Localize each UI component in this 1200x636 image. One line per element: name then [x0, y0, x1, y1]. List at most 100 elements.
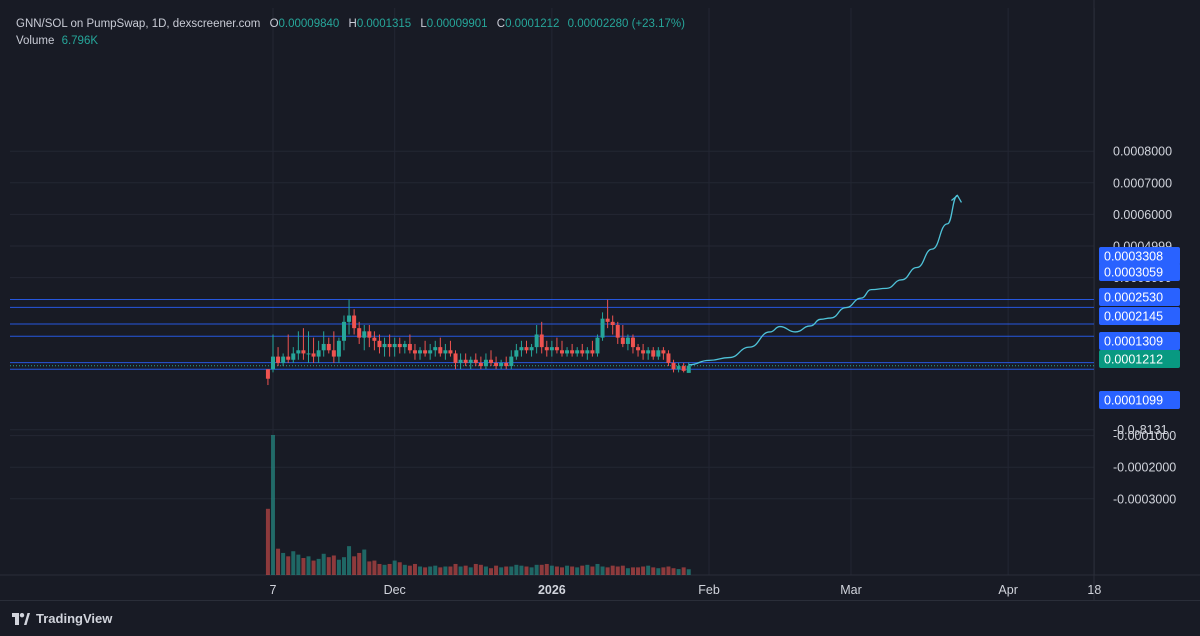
candle-body — [336, 340, 341, 357]
x-tick-label: Feb — [698, 583, 720, 597]
candle-body — [539, 334, 544, 348]
y-tick-label: -0.0002000 — [1113, 461, 1176, 475]
y-tick-label: 0.0007000 — [1113, 176, 1172, 190]
candle-body — [407, 343, 412, 351]
volume-bar — [570, 566, 575, 575]
volume-bar — [499, 567, 504, 575]
volume-bar — [671, 568, 676, 575]
candle-body — [620, 337, 625, 344]
volume-bar — [392, 560, 397, 575]
level-price-label: 0.0003308 — [1104, 250, 1163, 264]
candle-body — [296, 350, 301, 354]
volume-bar — [397, 562, 402, 575]
level-price-label: 0.0001309 — [1104, 335, 1163, 349]
candle-body — [301, 350, 306, 354]
volume-bar — [489, 568, 494, 575]
volume-bar — [377, 563, 382, 575]
candle-body — [372, 337, 377, 341]
legend-high-key: H — [348, 18, 357, 30]
volume-bar — [519, 565, 524, 575]
candle-body — [661, 350, 666, 354]
candle-body — [291, 353, 296, 360]
legend-low-key: L — [420, 18, 427, 30]
volume-bar — [281, 552, 286, 575]
legend-volume-value: 6.796K — [61, 35, 99, 47]
volume-bar — [514, 564, 519, 575]
volume-bar — [615, 566, 620, 575]
price-chart[interactable]: 7 Dec 2026 Feb Mar Apr 180.00080000.00070000.0… — [0, 0, 1200, 600]
volume-bar — [316, 558, 321, 575]
candle-body — [483, 359, 488, 367]
candle-body — [428, 350, 433, 354]
candle-body — [676, 366, 681, 370]
candle-body — [387, 343, 392, 348]
level-price-tag — [1099, 307, 1180, 325]
candle-body — [418, 350, 423, 354]
candle-body — [580, 350, 585, 354]
candle-body — [311, 353, 316, 357]
volume-bar — [352, 556, 357, 575]
legend-open-value: 0.00009840 — [278, 18, 340, 30]
volume-bar — [306, 556, 311, 575]
tradingview-brand[interactable]: TradingView — [12, 611, 112, 626]
candle-body — [519, 347, 524, 351]
candle-body — [316, 350, 321, 357]
last-price-tag — [1099, 350, 1180, 368]
volume-bar — [296, 554, 301, 575]
volume-bar — [666, 566, 671, 575]
candle-body — [559, 350, 564, 354]
candle-body — [641, 350, 646, 354]
candle-body — [524, 347, 529, 351]
candle-body — [499, 362, 504, 367]
volume-bar — [625, 568, 630, 575]
volume-bar — [387, 563, 392, 575]
volume-bar — [600, 566, 605, 575]
volume-bar — [311, 560, 316, 575]
candle-body — [509, 356, 514, 367]
volume-bar — [636, 567, 641, 575]
projection-curve — [688, 194, 958, 366]
volume-bar — [276, 548, 281, 575]
candle-body — [625, 337, 630, 344]
chart-background — [0, 0, 1200, 600]
volume-bar — [438, 567, 443, 575]
candle-body — [605, 318, 610, 322]
footer-bar: TradingView — [0, 600, 1200, 636]
level-price-tag — [1099, 263, 1180, 281]
candle-body — [595, 337, 600, 354]
volume-bar — [412, 563, 417, 575]
volume-bar — [347, 546, 352, 575]
candle-body — [554, 347, 559, 351]
candle-body — [473, 359, 478, 363]
chart-legend: GNN/SOL on PumpSwap, 1D, dexscreener.com… — [16, 16, 685, 50]
level-price-label: 0.0002145 — [1104, 310, 1163, 324]
level-price-label: 0.0001099 — [1104, 394, 1163, 408]
volume-bar — [534, 564, 539, 575]
candle-body — [412, 350, 417, 354]
candle-body — [544, 347, 549, 351]
volume-bar — [367, 561, 372, 575]
candle-body — [377, 340, 382, 348]
candle-body — [671, 362, 676, 370]
volume-bar — [382, 564, 387, 575]
candle-body — [281, 356, 286, 363]
candle-body — [630, 337, 635, 348]
volume-bar — [301, 558, 306, 575]
volume-bar — [686, 569, 691, 575]
level-price-tag — [1099, 288, 1180, 306]
candle-body — [615, 325, 620, 338]
volume-bar — [630, 567, 635, 575]
volume-bar — [407, 565, 412, 575]
volume-bar — [423, 567, 428, 575]
y-tick-label: -0.0003000 — [1113, 492, 1176, 506]
volume-bar — [357, 552, 362, 575]
candle-body — [504, 362, 509, 367]
volume-bar — [651, 567, 656, 575]
legend-change: 0.00002280 (+23.17%) — [567, 18, 685, 30]
candle-body — [514, 350, 519, 357]
candle-body — [321, 343, 326, 351]
candle-body — [681, 366, 686, 371]
candle-body — [331, 350, 336, 357]
volume-bar — [676, 569, 681, 575]
